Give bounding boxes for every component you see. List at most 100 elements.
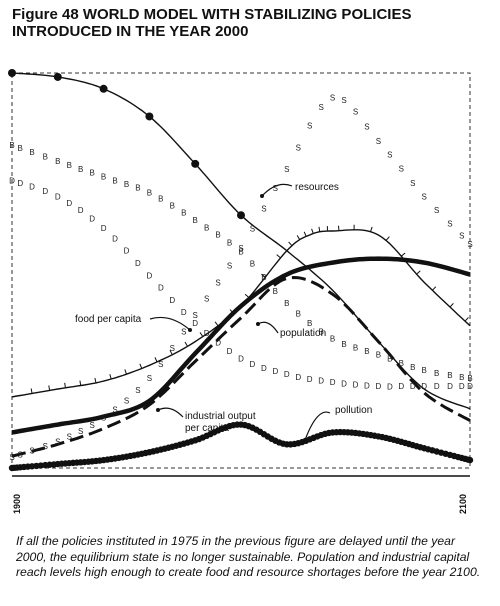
series-food-per-capita-hatch	[184, 341, 188, 347]
series-d-marker: D	[9, 177, 15, 186]
series-d-marker: D	[135, 259, 141, 268]
series-b-marker: B	[296, 310, 301, 319]
figure-caption: If all the policies instituted in 1975 i…	[16, 534, 481, 579]
series-b-marker: B	[101, 173, 106, 182]
series-food-per-capita-hatch	[214, 321, 219, 327]
series-b-marker: B	[181, 209, 186, 218]
series-b-marker: B	[9, 141, 14, 150]
annotation-industrial-output-arrow	[157, 407, 184, 418]
series-d-marker: D	[238, 354, 244, 363]
series-b-marker: B	[399, 359, 404, 368]
series-b-marker: B	[434, 369, 439, 378]
series-food-per-capita-hatch	[64, 382, 66, 388]
series-food-per-capita-hatch	[154, 357, 158, 363]
series-b-marker: B	[124, 180, 129, 189]
series-d-marker: D	[250, 360, 256, 369]
series-d-marker: D	[318, 377, 324, 386]
series-d-marker: D	[272, 367, 278, 376]
series-s-marker: S	[284, 165, 289, 174]
series-pollution-point	[466, 456, 474, 464]
series-b-marker: B	[422, 366, 427, 375]
series-d-marker: D	[29, 183, 35, 192]
annotation-food-per-capita: food per capita	[75, 314, 142, 325]
series-food-per-capita-hatch	[276, 254, 281, 259]
series-d-marker: D	[295, 373, 301, 382]
series-s-marker: S	[158, 360, 163, 369]
x-tick-label-1900: 1900	[12, 494, 22, 514]
annotation-population-arrowhead	[256, 322, 260, 326]
annotation-resources-arrowhead	[260, 194, 264, 198]
series-food-per-capita-hatch	[416, 270, 421, 275]
series-d-marker: D	[89, 215, 95, 224]
annotation-population-arrow	[257, 321, 279, 334]
series-b-marker: B	[43, 153, 48, 162]
series-b-marker: B	[204, 223, 209, 232]
series-food-per-capita-hatch	[261, 273, 266, 278]
series-b-marker: B	[410, 363, 415, 372]
series-d-marker: D	[215, 339, 221, 348]
series-s-marker: S	[181, 328, 186, 337]
annotation-per-capita: per capita	[185, 423, 229, 434]
series-d-marker: D	[112, 235, 118, 244]
series-food-per-capita-hatch	[449, 303, 454, 308]
annotation-resources-arrow	[261, 183, 293, 197]
series-b-marker: B	[215, 230, 220, 239]
annotation-pollution-arrow	[304, 411, 331, 441]
series-d-marker: D	[341, 379, 347, 388]
series-b-marker: B	[18, 144, 23, 153]
series-d-marker: D	[330, 378, 336, 387]
chart-title-line-1: Figure 48 WORLD MODEL WITH STABILIZING P…	[12, 6, 412, 23]
series-d-marker: D	[421, 382, 427, 391]
series-s-marker: S	[459, 231, 464, 240]
series-b-marker: B	[273, 287, 278, 296]
series-food-per-capita-hatch	[370, 226, 373, 232]
series-d-marker: D	[101, 224, 107, 233]
series-s-marker: S	[273, 184, 278, 193]
annotation-population: population	[280, 328, 326, 339]
series-b-marker: B	[387, 355, 392, 364]
series-d-marker: D	[158, 284, 164, 293]
series-food-per-capita-hatch	[139, 363, 143, 369]
series-s-marker: S	[67, 432, 72, 441]
series-b-marker: B	[467, 374, 472, 383]
series-s-marker: S	[296, 144, 301, 153]
series-food-per-capita-hatch	[79, 380, 82, 386]
annotation-food-per-capita-arrowhead	[188, 328, 192, 332]
series-b-marker: B	[227, 238, 232, 247]
chart-title-line-2: INTRODUCED IN THE YEAR 2000	[12, 23, 249, 40]
series-s-marker: S	[204, 295, 209, 304]
series-b-marker: B	[353, 344, 358, 353]
series-s-marker: S	[387, 150, 392, 159]
series-d-marker: D	[66, 199, 72, 208]
annotation-food-per-capita-arrow	[149, 316, 191, 331]
series-s-marker: S	[124, 396, 129, 405]
series-b-marker: B	[135, 184, 140, 193]
annotation-layer: resources food per capita population indust…	[75, 182, 372, 442]
series-b-marker: B	[459, 373, 464, 382]
series-s-marker: S	[78, 427, 83, 436]
series-population-line	[11, 275, 471, 458]
series-d-marker: D	[55, 192, 61, 201]
series-s-marker: S	[43, 442, 48, 451]
series-d-marker: D	[169, 296, 175, 305]
series-industrial-output-per-capita-line	[11, 256, 471, 435]
series-b-marker: B	[341, 340, 346, 349]
series-d-marker: D	[261, 364, 267, 373]
series-s-marker: S	[422, 192, 427, 201]
series-b-marker: B	[307, 319, 312, 328]
series-s-marker: S	[18, 450, 23, 459]
series-resources-point	[191, 159, 200, 168]
series-resources-point	[99, 84, 108, 93]
series-food-per-capita-hatch	[48, 385, 51, 391]
series-food-per-capita-hatch	[288, 241, 293, 247]
series-b-marker: B	[330, 335, 335, 344]
annotation-pollution: pollution	[335, 405, 372, 416]
series-food-per-capita-hatch	[464, 317, 469, 322]
series-b-marker: B	[364, 347, 369, 356]
annotation-pollution-arrowhead	[303, 438, 307, 442]
series-s-marker: S	[55, 437, 60, 446]
series-b-marker: B	[112, 176, 117, 185]
series-food-per-capita-hatch	[244, 293, 250, 298]
